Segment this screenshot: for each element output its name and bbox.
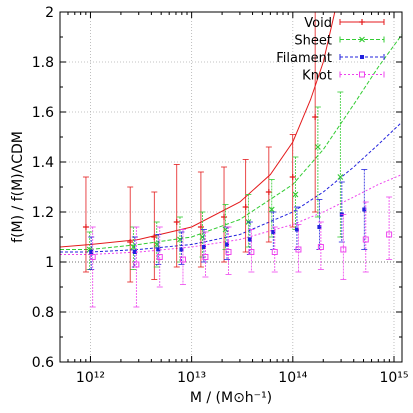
data-point bbox=[151, 234, 158, 240]
legend-marker bbox=[359, 19, 365, 25]
y-tick-label: 2 bbox=[45, 5, 54, 21]
data-point bbox=[362, 207, 367, 212]
data-point bbox=[202, 254, 209, 260]
data-point bbox=[82, 224, 89, 230]
series-knot bbox=[89, 196, 393, 308]
series-void bbox=[82, 11, 319, 283]
y-tick-label: 0.8 bbox=[32, 305, 54, 321]
y-tick-label: 1.6 bbox=[32, 105, 54, 121]
legend-label: Sheet bbox=[294, 34, 332, 49]
data-point bbox=[362, 236, 369, 243]
data-point bbox=[248, 249, 255, 255]
data-point bbox=[317, 225, 322, 229]
data-point bbox=[179, 247, 184, 252]
data-point bbox=[340, 246, 347, 253]
data-point bbox=[292, 191, 299, 198]
data-point bbox=[201, 245, 206, 249]
x-axis-label: M / (M⊙h⁻¹) bbox=[190, 390, 272, 406]
data-point bbox=[268, 206, 275, 213]
data-point bbox=[386, 231, 393, 238]
model-curve bbox=[60, 174, 402, 255]
data-point bbox=[337, 174, 344, 180]
x-tick-label: 10¹⁵ bbox=[379, 370, 408, 386]
x-tick-label: 10¹³ bbox=[177, 370, 206, 386]
data-point bbox=[314, 144, 321, 150]
data-point bbox=[317, 244, 324, 250]
y-tick-label: 1 bbox=[45, 255, 54, 271]
data-point bbox=[242, 204, 249, 210]
legend: Void Sheet Filament Knot bbox=[276, 16, 385, 84]
legend-marker bbox=[360, 55, 364, 59]
data-point bbox=[156, 254, 163, 260]
data-point bbox=[89, 254, 96, 260]
data-point bbox=[294, 227, 299, 232]
axis-ticks: 0.6 0.8 1 1.2 1.4 1.6 1.8 2 10¹² 10¹³ 10¹⁴ 10¹⁵ bbox=[32, 5, 409, 386]
legend-label: Knot bbox=[302, 69, 332, 84]
data-point bbox=[221, 214, 228, 220]
data-point bbox=[271, 249, 278, 255]
model-curve bbox=[60, 121, 402, 253]
legend-marker bbox=[359, 36, 365, 43]
data-point bbox=[127, 239, 134, 245]
legend-marker bbox=[359, 71, 365, 78]
data-point bbox=[89, 250, 94, 254]
data-point bbox=[271, 230, 276, 234]
x-tick-label: 10¹⁴ bbox=[278, 370, 307, 386]
legend-label: Void bbox=[304, 16, 332, 31]
data-point bbox=[179, 256, 186, 263]
data-points bbox=[82, 11, 393, 308]
data-point bbox=[247, 237, 252, 242]
y-tick-label: 1.8 bbox=[32, 55, 54, 71]
legend-label: Filament bbox=[276, 51, 332, 66]
data-point bbox=[156, 247, 161, 252]
model-curve bbox=[60, 34, 402, 250]
x-tick-label: 10¹² bbox=[76, 370, 105, 386]
data-point bbox=[132, 250, 137, 254]
y-tick-label: 1.2 bbox=[32, 205, 54, 221]
model-curves bbox=[60, 12, 402, 255]
data-point bbox=[225, 249, 232, 255]
series-sheet bbox=[86, 91, 344, 270]
data-point bbox=[153, 241, 160, 248]
data-point bbox=[289, 174, 296, 180]
data-point bbox=[295, 246, 302, 253]
data-point bbox=[173, 219, 180, 225]
data-point bbox=[130, 244, 137, 250]
y-axis-label: f(M) / f(M)ΛCDM bbox=[10, 131, 26, 243]
data-point bbox=[265, 189, 272, 195]
data-point bbox=[197, 224, 204, 230]
y-tick-label: 0.6 bbox=[32, 355, 54, 371]
data-point bbox=[133, 261, 140, 268]
model-curve bbox=[60, 12, 336, 248]
data-point bbox=[312, 114, 319, 120]
y-tick-label: 1.4 bbox=[32, 155, 54, 171]
data-point bbox=[225, 242, 230, 247]
